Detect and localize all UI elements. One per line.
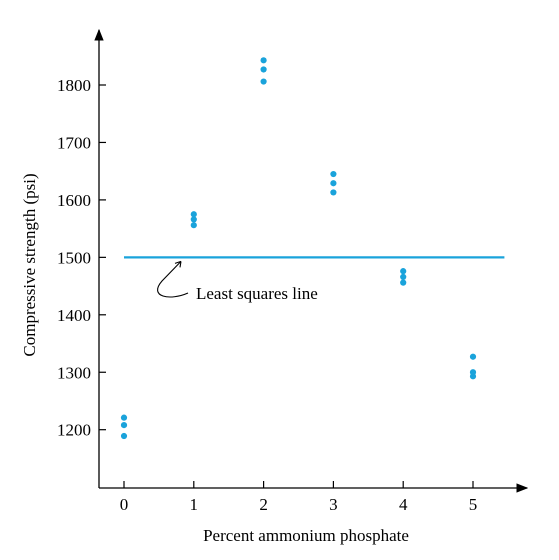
data-point [469, 369, 477, 376]
y-tick-label: 1400 [57, 306, 91, 325]
data-point [469, 353, 477, 360]
data-point [190, 222, 197, 229]
data-point [190, 211, 197, 218]
axes [94, 28, 529, 493]
annotation-label: Least squares line [196, 284, 318, 303]
y-tick-label: 1500 [57, 248, 91, 267]
y-tick-label: 1700 [57, 133, 91, 152]
x-tick-label: 2 [259, 495, 268, 514]
data-point [330, 170, 337, 178]
y-tick-label: 1200 [57, 421, 91, 440]
data-points [120, 57, 477, 440]
x-tick-label: 1 [190, 495, 199, 514]
data-point [120, 422, 128, 429]
data-point [260, 57, 267, 64]
y-ticks: 1200 1300 1400 1500 1600 1700 1800 [57, 76, 106, 440]
data-point [120, 432, 128, 440]
y-axis-title: Compressive strength (psi) [20, 173, 39, 356]
x-tick-label: 0 [120, 495, 129, 514]
data-point [400, 273, 407, 280]
data-point [120, 414, 128, 421]
x-ticks: 0 1 2 3 4 5 [120, 481, 478, 514]
data-point [400, 279, 407, 286]
data-point [260, 66, 267, 73]
data-point [400, 268, 407, 275]
annotation-leader [157, 260, 189, 298]
data-point [190, 216, 197, 223]
data-point [330, 189, 337, 196]
x-tick-label: 3 [329, 495, 338, 514]
data-point [330, 180, 337, 187]
y-tick-label: 1800 [57, 76, 91, 95]
y-tick-label: 1300 [57, 363, 91, 382]
x-tick-label: 5 [469, 495, 478, 514]
x-tick-label: 4 [399, 495, 408, 514]
annotation-arrowhead [174, 260, 182, 268]
y-tick-label: 1600 [57, 191, 91, 210]
data-point [260, 78, 267, 85]
least-squares-annotation: Least squares line [157, 260, 318, 303]
x-axis-title: Percent ammonium phosphate [203, 526, 409, 545]
